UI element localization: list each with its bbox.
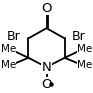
Text: Me: Me bbox=[1, 44, 16, 54]
Text: Me: Me bbox=[1, 60, 16, 70]
Text: O: O bbox=[41, 78, 52, 91]
Text: Me: Me bbox=[77, 44, 92, 54]
Text: Br: Br bbox=[72, 30, 86, 43]
Text: Br: Br bbox=[7, 30, 21, 43]
Text: O: O bbox=[41, 2, 52, 15]
Text: Me: Me bbox=[77, 60, 92, 70]
Text: N: N bbox=[42, 61, 51, 74]
